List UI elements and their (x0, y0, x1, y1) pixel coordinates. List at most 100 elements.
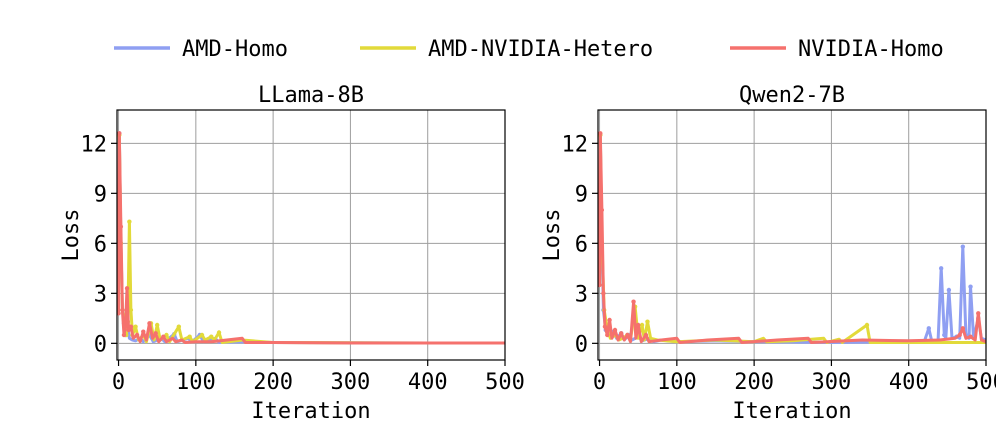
data-point (117, 131, 122, 136)
series-line-amd-homo (598, 133, 986, 344)
data-point (643, 332, 649, 338)
data-point (599, 207, 605, 213)
series-line-nvidia-homo (117, 131, 505, 345)
series-line-amd-homo (117, 131, 505, 345)
x-axis-label: Iteration (732, 399, 851, 424)
data-point (124, 286, 130, 291)
data-point (121, 332, 127, 338)
series-nvidia-homo (117, 131, 505, 345)
data-point (602, 324, 608, 329)
data-point (598, 282, 602, 288)
data-point (141, 329, 146, 334)
data-point (607, 317, 612, 323)
chart-qwen2-7b: 0 100 200 300 400 500 0 3 6 9 12 Qwen2-7B Iteration L… (540, 83, 996, 424)
data-point (133, 324, 138, 329)
legend-item-nvidia-homo: NVIDIA-Homo (730, 37, 944, 62)
data-point (209, 334, 214, 339)
data-point (161, 334, 166, 339)
data-point (946, 287, 952, 293)
x-tick-label: 0 (593, 370, 606, 395)
legend-item-amd-homo: AMD-Homo (114, 37, 288, 62)
data-point (645, 319, 650, 324)
x-tick-label: 200 (253, 370, 293, 395)
y-tick-label: 12 (562, 132, 589, 157)
data-point (635, 322, 641, 328)
x-tick-label: 100 (176, 370, 216, 395)
x-tick-label: 300 (331, 370, 371, 395)
data-point (199, 332, 205, 338)
data-point (639, 322, 645, 328)
data-point (968, 334, 973, 339)
chart-title: Qwen2-7B (739, 83, 845, 108)
data-point (126, 327, 131, 333)
x-tick-label: 0 (112, 370, 125, 395)
data-point (118, 224, 124, 229)
series-line-nvidia-homo (598, 131, 986, 344)
x-tick-label: 400 (889, 370, 929, 395)
y-tick-label: 3 (575, 282, 588, 307)
y-axis-label: Loss (540, 209, 565, 262)
series-amd-nvidia-hetero (598, 132, 986, 344)
y-tick-label: 9 (575, 182, 588, 207)
y-axis-label: Loss (59, 209, 84, 262)
data-point (864, 322, 870, 328)
y-tick-label: 6 (575, 232, 588, 257)
plot-frame (597, 109, 987, 361)
data-point (942, 332, 947, 338)
data-point (960, 244, 966, 249)
data-point (976, 311, 981, 316)
x-tick-label: 500 (485, 370, 525, 395)
chart-llama-8b: 0 100 200 300 400 500 0 3 6 9 12 LLama-8B Iteration L… (59, 83, 525, 424)
grid (117, 110, 506, 360)
data-point (938, 266, 944, 271)
grid (598, 110, 987, 360)
series-group (598, 131, 986, 344)
chart-title: LLama-8B (258, 83, 364, 108)
data-point (187, 334, 192, 339)
data-point (960, 326, 966, 331)
series-amd-homo (117, 131, 505, 345)
x-tick-label: 200 (734, 370, 774, 395)
data-point (968, 284, 973, 289)
data-point (605, 332, 610, 338)
series-amd-homo (598, 132, 986, 344)
data-point (127, 219, 132, 224)
x-axis-label: Iteration (251, 399, 370, 424)
y-tick-label: 0 (94, 332, 107, 357)
series-amd-nvidia-hetero (117, 132, 505, 345)
y-tick-label: 9 (94, 182, 107, 207)
data-point (598, 131, 603, 136)
x-tick-label: 100 (657, 370, 697, 395)
legend-item-amd-nvidia-hetero: AMD-NVIDIA-Hetero (360, 37, 653, 62)
series-line-amd-nvidia-hetero (117, 133, 505, 345)
plot-frame (116, 109, 506, 361)
data-point (957, 332, 962, 338)
data-point (926, 326, 932, 331)
series-nvidia-homo (598, 131, 986, 344)
data-point (625, 332, 630, 338)
legend-label: NVIDIA-Homo (798, 37, 944, 62)
data-point (176, 324, 182, 329)
x-tick-label: 300 (812, 370, 852, 395)
series-line-amd-nvidia-hetero (598, 133, 986, 344)
y-tick-label: 12 (81, 132, 108, 157)
data-point (612, 327, 618, 333)
data-point (216, 330, 222, 335)
data-point (128, 324, 134, 329)
x-tick-label: 400 (408, 370, 448, 395)
data-point (147, 321, 152, 326)
legend-label: AMD-NVIDIA-Hetero (428, 37, 653, 62)
y-tick-label: 0 (575, 332, 588, 357)
data-point (154, 322, 160, 328)
data-point (618, 331, 624, 336)
legend-label: AMD-Homo (182, 37, 288, 62)
data-point (631, 299, 636, 304)
data-point (153, 331, 158, 336)
y-tick-label: 6 (94, 232, 107, 257)
x-tick-label: 500 (966, 370, 996, 395)
data-point (120, 307, 125, 313)
data-point (123, 324, 128, 329)
y-tick-label: 3 (94, 282, 107, 307)
data-point (601, 291, 606, 296)
